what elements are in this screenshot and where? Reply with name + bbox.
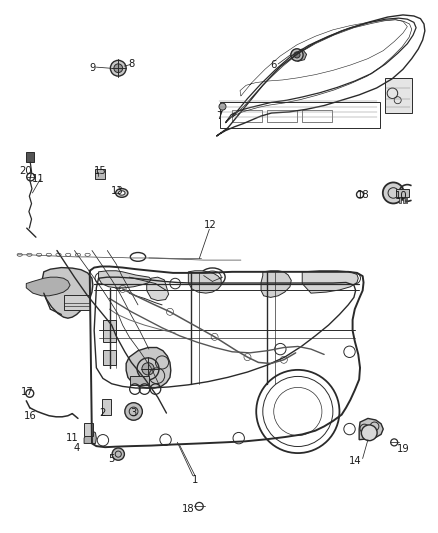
Text: 4: 4 xyxy=(74,443,80,453)
Bar xyxy=(385,78,412,113)
Text: 5: 5 xyxy=(109,455,115,464)
Polygon shape xyxy=(302,271,358,293)
Text: 3: 3 xyxy=(131,408,137,418)
Text: 20: 20 xyxy=(19,166,32,175)
Bar xyxy=(220,102,380,128)
Text: 19: 19 xyxy=(396,445,410,454)
Bar xyxy=(232,110,262,122)
Bar xyxy=(403,197,405,203)
Bar xyxy=(64,295,90,310)
Circle shape xyxy=(291,49,303,61)
Text: 13: 13 xyxy=(111,186,124,196)
Circle shape xyxy=(294,52,300,58)
Polygon shape xyxy=(291,49,307,61)
Circle shape xyxy=(125,403,142,420)
Bar xyxy=(130,376,149,385)
Bar xyxy=(267,110,297,122)
Text: 6: 6 xyxy=(271,60,277,70)
Text: 1: 1 xyxy=(192,475,198,484)
Ellipse shape xyxy=(116,189,128,197)
Circle shape xyxy=(383,182,404,204)
Polygon shape xyxy=(99,271,151,288)
Bar xyxy=(399,197,401,203)
Text: 10: 10 xyxy=(395,191,407,200)
Polygon shape xyxy=(147,277,169,301)
Polygon shape xyxy=(359,418,383,440)
Bar xyxy=(84,423,93,436)
Circle shape xyxy=(114,64,123,72)
Polygon shape xyxy=(188,271,221,293)
Text: 2: 2 xyxy=(100,408,106,418)
Text: 14: 14 xyxy=(349,456,361,466)
Polygon shape xyxy=(84,431,96,443)
Circle shape xyxy=(361,425,377,441)
Text: 7: 7 xyxy=(216,111,222,121)
Text: 12: 12 xyxy=(204,220,217,230)
Text: 9: 9 xyxy=(90,63,96,73)
Bar xyxy=(103,320,116,342)
Text: 8: 8 xyxy=(128,59,134,69)
Text: 11: 11 xyxy=(66,433,79,443)
Ellipse shape xyxy=(118,191,125,195)
Text: 17: 17 xyxy=(21,387,34,397)
Text: 15: 15 xyxy=(93,166,106,175)
Bar xyxy=(26,152,34,162)
Polygon shape xyxy=(261,271,291,297)
Bar xyxy=(396,189,409,197)
Polygon shape xyxy=(42,268,93,318)
Circle shape xyxy=(142,362,154,375)
Bar xyxy=(95,169,105,179)
Text: 11: 11 xyxy=(32,174,45,184)
Text: 18: 18 xyxy=(357,190,370,199)
Bar xyxy=(406,197,407,203)
Text: 16: 16 xyxy=(23,411,36,421)
Bar xyxy=(103,350,116,365)
Polygon shape xyxy=(126,348,171,388)
Text: 18: 18 xyxy=(182,504,194,514)
Bar xyxy=(302,110,332,122)
Circle shape xyxy=(112,448,124,461)
Circle shape xyxy=(219,103,226,110)
Polygon shape xyxy=(26,277,70,296)
Circle shape xyxy=(110,60,126,76)
Bar xyxy=(102,399,111,415)
